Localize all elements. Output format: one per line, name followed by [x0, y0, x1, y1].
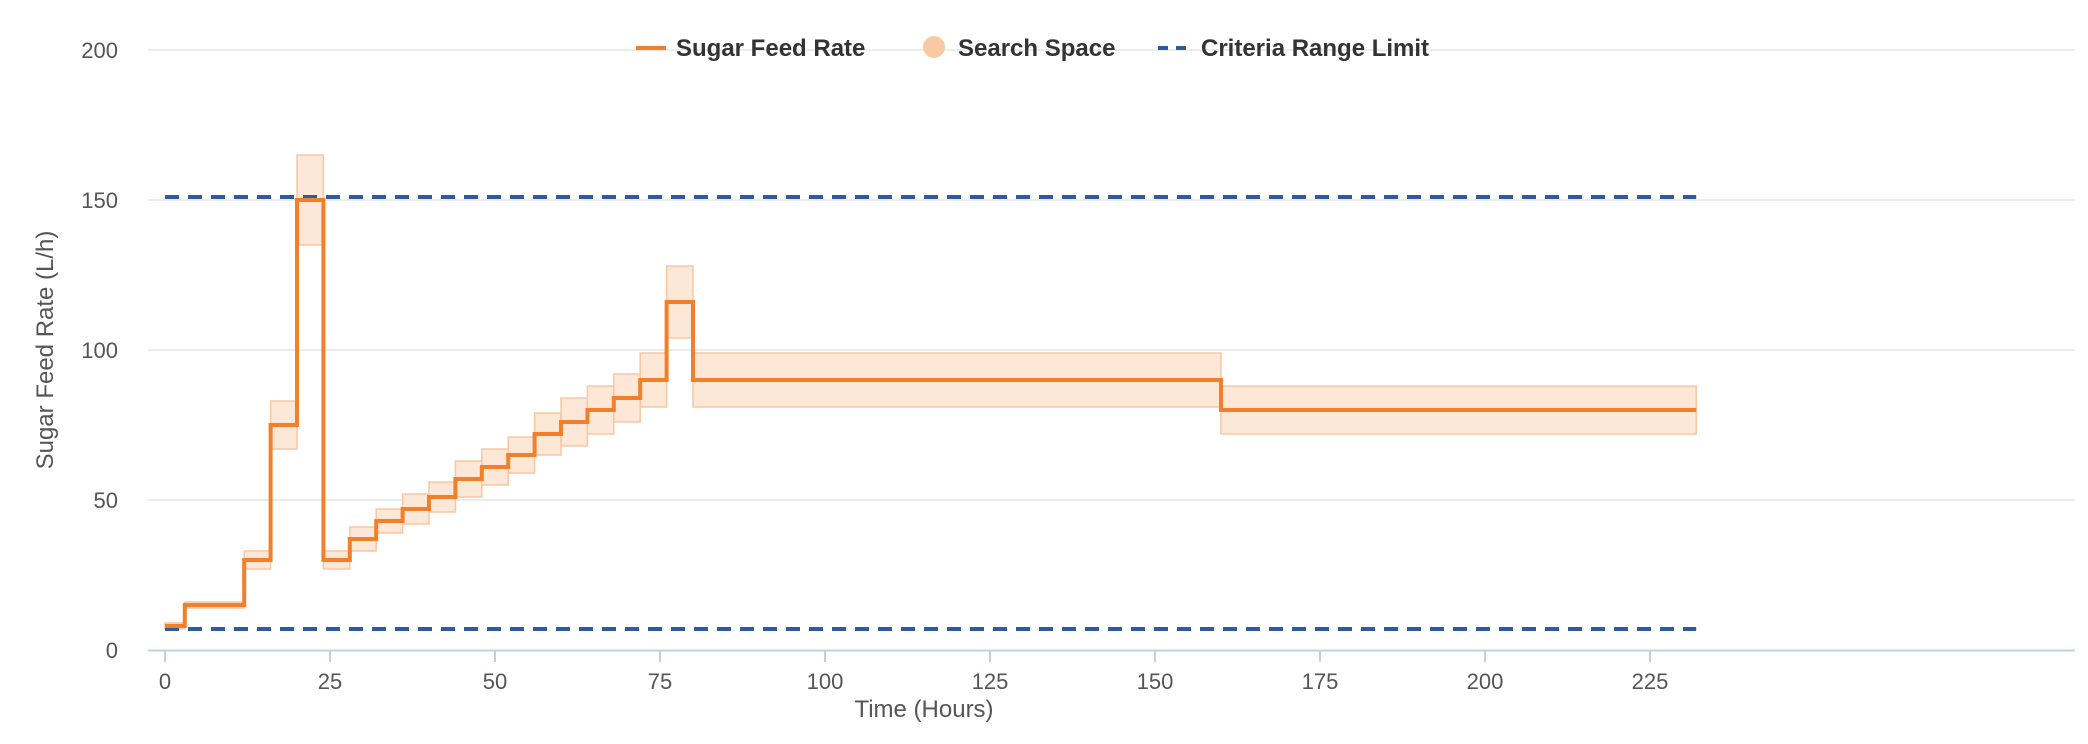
x-tick-label: 0	[159, 669, 171, 694]
y-tick-label: 50	[94, 488, 118, 513]
criteria-range-limit-lines	[165, 195, 1697, 631]
x-tick-label: 175	[1302, 669, 1339, 694]
legend-circle-icon	[923, 36, 945, 58]
axes: 0 50 100 150 200 0 25 50 75 100 125 150 175 200 225	[81, 38, 2075, 694]
grid-lines	[148, 49, 2075, 501]
legend-item-search-space[interactable]: Search Space	[923, 35, 1115, 62]
legend-label: Search Space	[958, 35, 1115, 62]
x-tick-label: 125	[972, 669, 1009, 694]
y-tick-label: 200	[81, 38, 118, 63]
sugar-feed-rate-series	[165, 198, 1697, 628]
x-axis-title: Time (Hours)	[854, 696, 993, 723]
x-tick-label: 25	[318, 669, 342, 694]
legend-item-sugar-feed-rate[interactable]: Sugar Feed Rate	[636, 35, 865, 62]
y-tick-label: 150	[81, 188, 118, 213]
legend[interactable]: Sugar Feed Rate Search Space Criteria Rang…	[636, 35, 1429, 62]
x-tick-label: 50	[483, 669, 507, 694]
x-tick-label: 225	[1632, 669, 1669, 694]
x-tick-label: 150	[1137, 669, 1174, 694]
y-axis-title: Sugar Feed Rate (L/h)	[32, 231, 59, 470]
x-tick-label: 75	[648, 669, 672, 694]
legend-item-criteria-range-limit[interactable]: Criteria Range Limit	[1158, 35, 1429, 62]
search-space-band	[164, 154, 1697, 630]
legend-label: Criteria Range Limit	[1201, 35, 1429, 62]
x-tick-label: 200	[1467, 669, 1504, 694]
y-tick-label: 100	[81, 338, 118, 363]
y-tick-label: 0	[106, 638, 118, 663]
sugar-feed-rate-line	[165, 198, 1697, 628]
legend-label: Sugar Feed Rate	[676, 35, 865, 62]
x-tick-label: 100	[807, 669, 844, 694]
